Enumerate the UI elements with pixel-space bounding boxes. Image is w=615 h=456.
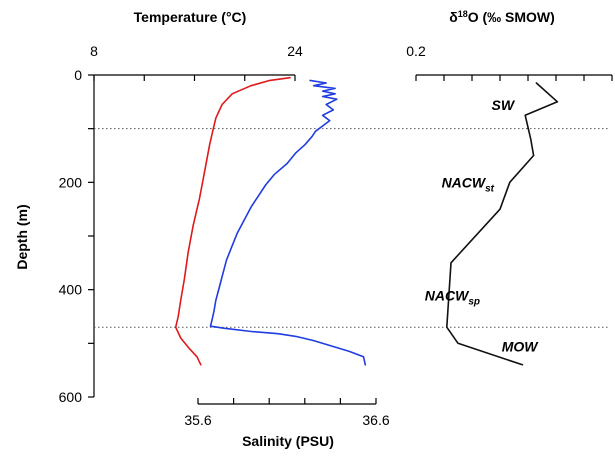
depth-axis: 0 200 400 600 bbox=[59, 67, 95, 405]
water-mass-label: SW bbox=[492, 97, 516, 113]
d18o-ticks: 0.2 bbox=[406, 43, 613, 81]
salinity-tick-label: 36.6 bbox=[362, 412, 389, 428]
water-mass-label: MOW bbox=[502, 338, 540, 354]
temperature-tick-label: 8 bbox=[90, 43, 98, 59]
salinity-ticks: 35.6 36.6 bbox=[184, 398, 390, 428]
d18o-axis: 0.2 bbox=[406, 43, 613, 81]
d18o-profile-line bbox=[445, 82, 559, 366]
d18o-axis-title: δ18O (‰ SMOW) bbox=[449, 9, 555, 25]
water-mass-labels: SW NACWst NACWsp MOW bbox=[425, 97, 539, 355]
salinity-profile-line bbox=[209, 79, 367, 366]
depth-tick-label: 400 bbox=[59, 282, 83, 298]
salinity-tick-label: 35.6 bbox=[184, 412, 211, 428]
water-mass-boundaries bbox=[94, 128, 608, 328]
water-mass-label: NACWsp bbox=[425, 287, 480, 307]
temperature-profile-line bbox=[174, 76, 291, 366]
temperature-ticks: 8 24 bbox=[90, 43, 303, 81]
d18o-tick-label: 0.2 bbox=[406, 43, 426, 59]
water-mass-label: NACWst bbox=[442, 175, 495, 195]
salinity-axis-title: Salinity (PSU) bbox=[242, 433, 334, 449]
depth-tick-label: 0 bbox=[74, 67, 82, 83]
series-layer bbox=[174, 76, 559, 366]
depth-ticks: 0 200 400 600 bbox=[59, 67, 94, 405]
depth-axis-title: Depth (m) bbox=[14, 204, 30, 269]
depth-tick-label: 600 bbox=[59, 389, 83, 405]
temperature-axis: 8 24 bbox=[90, 43, 303, 81]
temperature-axis-title: Temperature (°C) bbox=[134, 9, 247, 25]
salinity-axis: 35.6 36.6 bbox=[184, 398, 390, 428]
depth-tick-label: 200 bbox=[59, 174, 83, 190]
temperature-tick-label: 24 bbox=[287, 43, 303, 59]
